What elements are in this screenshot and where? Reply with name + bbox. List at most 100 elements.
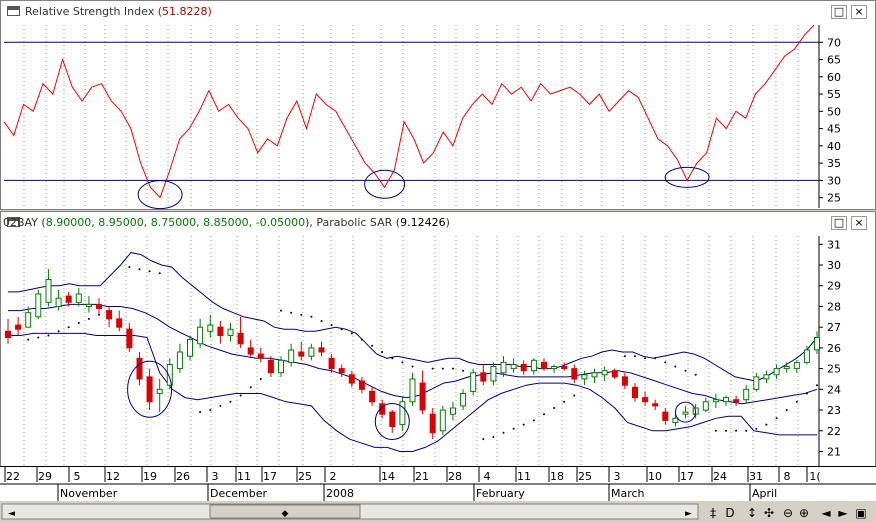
candle-body — [237, 332, 244, 345]
candle-body — [793, 361, 800, 370]
rsi-chart: 70 65 60 55 50 45 40 35 30 25 — [3, 24, 841, 209]
close-button[interactable]: × — [851, 5, 867, 19]
candle-body — [419, 382, 426, 411]
zone-circle — [675, 401, 696, 423]
scroll-grip: ◆ — [282, 509, 289, 519]
window-icon[interactable] — [7, 217, 20, 227]
candle-body — [561, 366, 568, 370]
rsi-titlebar: Relative Strength Index (51.8228) □ × — [1, 1, 875, 23]
sar-dot — [320, 320, 323, 322]
close-button[interactable]: × — [851, 216, 867, 230]
sar-dot — [391, 357, 394, 360]
maximize-button[interactable]: □ — [831, 5, 847, 19]
candle-body — [581, 374, 588, 380]
toolbar-button: ► — [838, 506, 848, 520]
candle-body — [733, 399, 740, 403]
sar-dot — [805, 392, 808, 395]
sar-dot — [219, 404, 222, 407]
toolbar-button: ‡ — [710, 506, 716, 520]
y-tick-label: 25 — [827, 192, 841, 205]
sar-value: 9.12426 — [400, 216, 446, 229]
candle-body — [723, 397, 729, 403]
sar-dot — [755, 427, 758, 430]
candle-body — [510, 364, 517, 370]
sar-dot — [725, 429, 727, 432]
candle-body — [85, 303, 92, 308]
candle-body — [288, 349, 295, 363]
sar-dot — [623, 355, 626, 358]
candle-body — [743, 388, 750, 401]
y-tick-label: 35 — [827, 157, 841, 170]
maximize-button[interactable]: □ — [831, 216, 847, 230]
y-tick-label: 28 — [827, 300, 841, 313]
sar-dot — [664, 361, 667, 364]
candle-body — [197, 326, 204, 345]
sar-dot — [431, 367, 434, 370]
candle-body — [541, 361, 547, 370]
day-label: 25 — [578, 470, 592, 483]
sar-dot — [67, 326, 70, 329]
y-tick-label: 60 — [827, 71, 841, 84]
sar-dot — [452, 367, 454, 370]
toolbar-button: ◄ — [821, 506, 831, 520]
toolbar-button: ▣ — [855, 506, 866, 520]
candle-body — [439, 409, 446, 432]
sar-dot — [371, 344, 374, 347]
day-label: 29 — [38, 470, 52, 483]
candle-body — [500, 361, 507, 374]
sar-dot — [714, 429, 717, 432]
upper-bollinger-band — [8, 252, 818, 382]
y-tick-label: 30 — [827, 174, 841, 187]
candle-body — [15, 324, 22, 330]
toolbar-button: ⊕ — [799, 506, 809, 520]
day-label: 1( — [809, 470, 820, 483]
day-label: 25 — [298, 470, 312, 483]
scroll-thumb — [209, 504, 361, 519]
price-title-suffix: ) — [445, 216, 450, 229]
candle-body — [520, 364, 527, 372]
candle-body — [480, 372, 487, 382]
sar-dot — [209, 409, 212, 412]
sar-dot — [462, 369, 465, 372]
candle-body — [621, 376, 628, 386]
candle-body — [803, 349, 810, 363]
sar-dot — [360, 338, 363, 341]
sar-dot — [381, 351, 384, 353]
sar-dot — [249, 386, 252, 389]
candle-body — [65, 295, 72, 303]
sar-dot — [775, 417, 778, 420]
window-icon[interactable] — [7, 6, 20, 16]
candle-body — [814, 337, 820, 351]
month-label: February — [476, 487, 525, 500]
y-tick-label: 50 — [827, 105, 841, 118]
sar-dot — [441, 367, 444, 370]
candle-body — [753, 376, 760, 390]
sar-dot — [148, 270, 151, 273]
day-label: 24 — [713, 470, 727, 483]
candle-body — [247, 347, 254, 355]
toolbar-button: ⊖ — [783, 506, 793, 520]
day-label: 11 — [237, 470, 251, 483]
candle-body — [156, 388, 163, 394]
day-label: 2 — [330, 470, 337, 483]
sar-dot — [745, 429, 748, 432]
candle-body — [278, 359, 284, 374]
scrollbar[interactable]: ◆ ◄ ► ‡ D ↕ ✣ ⊖ ⊕ ◄ ► ▣ — [0, 502, 876, 522]
candle-body — [611, 370, 618, 378]
sar-dot — [340, 328, 343, 331]
sar-dot — [502, 431, 505, 434]
sar-dot — [735, 429, 738, 432]
candle-body — [632, 386, 638, 399]
sar-dot — [644, 357, 647, 360]
candle-body — [773, 368, 780, 376]
day-label: 17 — [680, 470, 694, 483]
sar-dot — [684, 369, 687, 372]
candle-body — [490, 366, 497, 382]
candle-body — [227, 328, 234, 336]
candle-body — [338, 368, 345, 374]
sar-dot — [512, 427, 515, 430]
sar-dot — [553, 407, 556, 409]
price-chart: 31 30 29 28 27 26 25 24 23 22 21 — [5, 236, 841, 466]
candle-body — [662, 411, 669, 421]
zone-circle — [127, 360, 173, 418]
